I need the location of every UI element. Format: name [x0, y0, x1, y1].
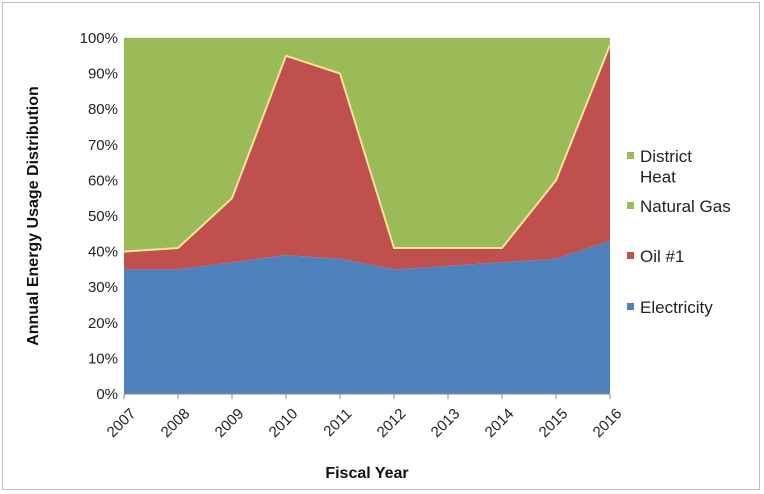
x-tick-label: 2013	[428, 405, 464, 441]
y-tick-label: 20%	[88, 315, 118, 332]
x-axis-title: Fiscal Year	[325, 465, 408, 482]
area-series	[124, 38, 610, 394]
x-axis-ticks: 2007 2008 2009 2010 2011 2012 2013 2014 2015 2016	[104, 394, 626, 441]
y-axis-ticks: 0% 10% 20% 30% 40% 50% 60% 70% 80% 90% 100%	[80, 30, 118, 403]
x-tick-label: 2014	[482, 405, 518, 441]
y-tick-label: 30%	[88, 279, 118, 296]
y-tick-label: 90%	[88, 66, 118, 83]
x-tick-label: 2012	[374, 405, 410, 441]
y-tick-label: 70%	[88, 137, 118, 154]
x-tick-label: 2011	[320, 405, 355, 440]
legend-label-district-heat: District Heat	[640, 147, 692, 186]
x-tick-label: 2007	[104, 405, 140, 441]
y-tick-label: 100%	[80, 30, 118, 47]
legend-label-electricity: Electricity	[640, 298, 713, 317]
legend-label-oil-1: Oil #1	[640, 247, 684, 266]
y-tick-label: 50%	[88, 208, 118, 225]
y-tick-label: 40%	[88, 244, 118, 261]
legend: District Heat Natural Gas Oil #1 Electricity	[627, 147, 731, 317]
x-tick-label: 2015	[536, 405, 572, 441]
legend-swatch-natural-gas	[627, 202, 634, 209]
y-tick-label: 10%	[88, 350, 118, 367]
x-tick-label: 2009	[212, 405, 248, 441]
legend-swatch-electricity	[627, 303, 634, 310]
y-tick-label: 60%	[88, 172, 118, 189]
legend-swatch-oil-1	[627, 252, 634, 259]
legend-label-natural-gas: Natural Gas	[640, 197, 731, 216]
y-tick-label: 80%	[88, 101, 118, 118]
y-axis-title: Annual Energy Usage Distribution	[25, 86, 42, 346]
x-tick-label: 2010	[266, 405, 302, 441]
x-tick-label: 2008	[158, 405, 194, 441]
legend-swatch-district-heat	[627, 152, 634, 159]
x-tick-label: 2016	[590, 405, 626, 441]
y-tick-label: 0%	[96, 386, 118, 403]
